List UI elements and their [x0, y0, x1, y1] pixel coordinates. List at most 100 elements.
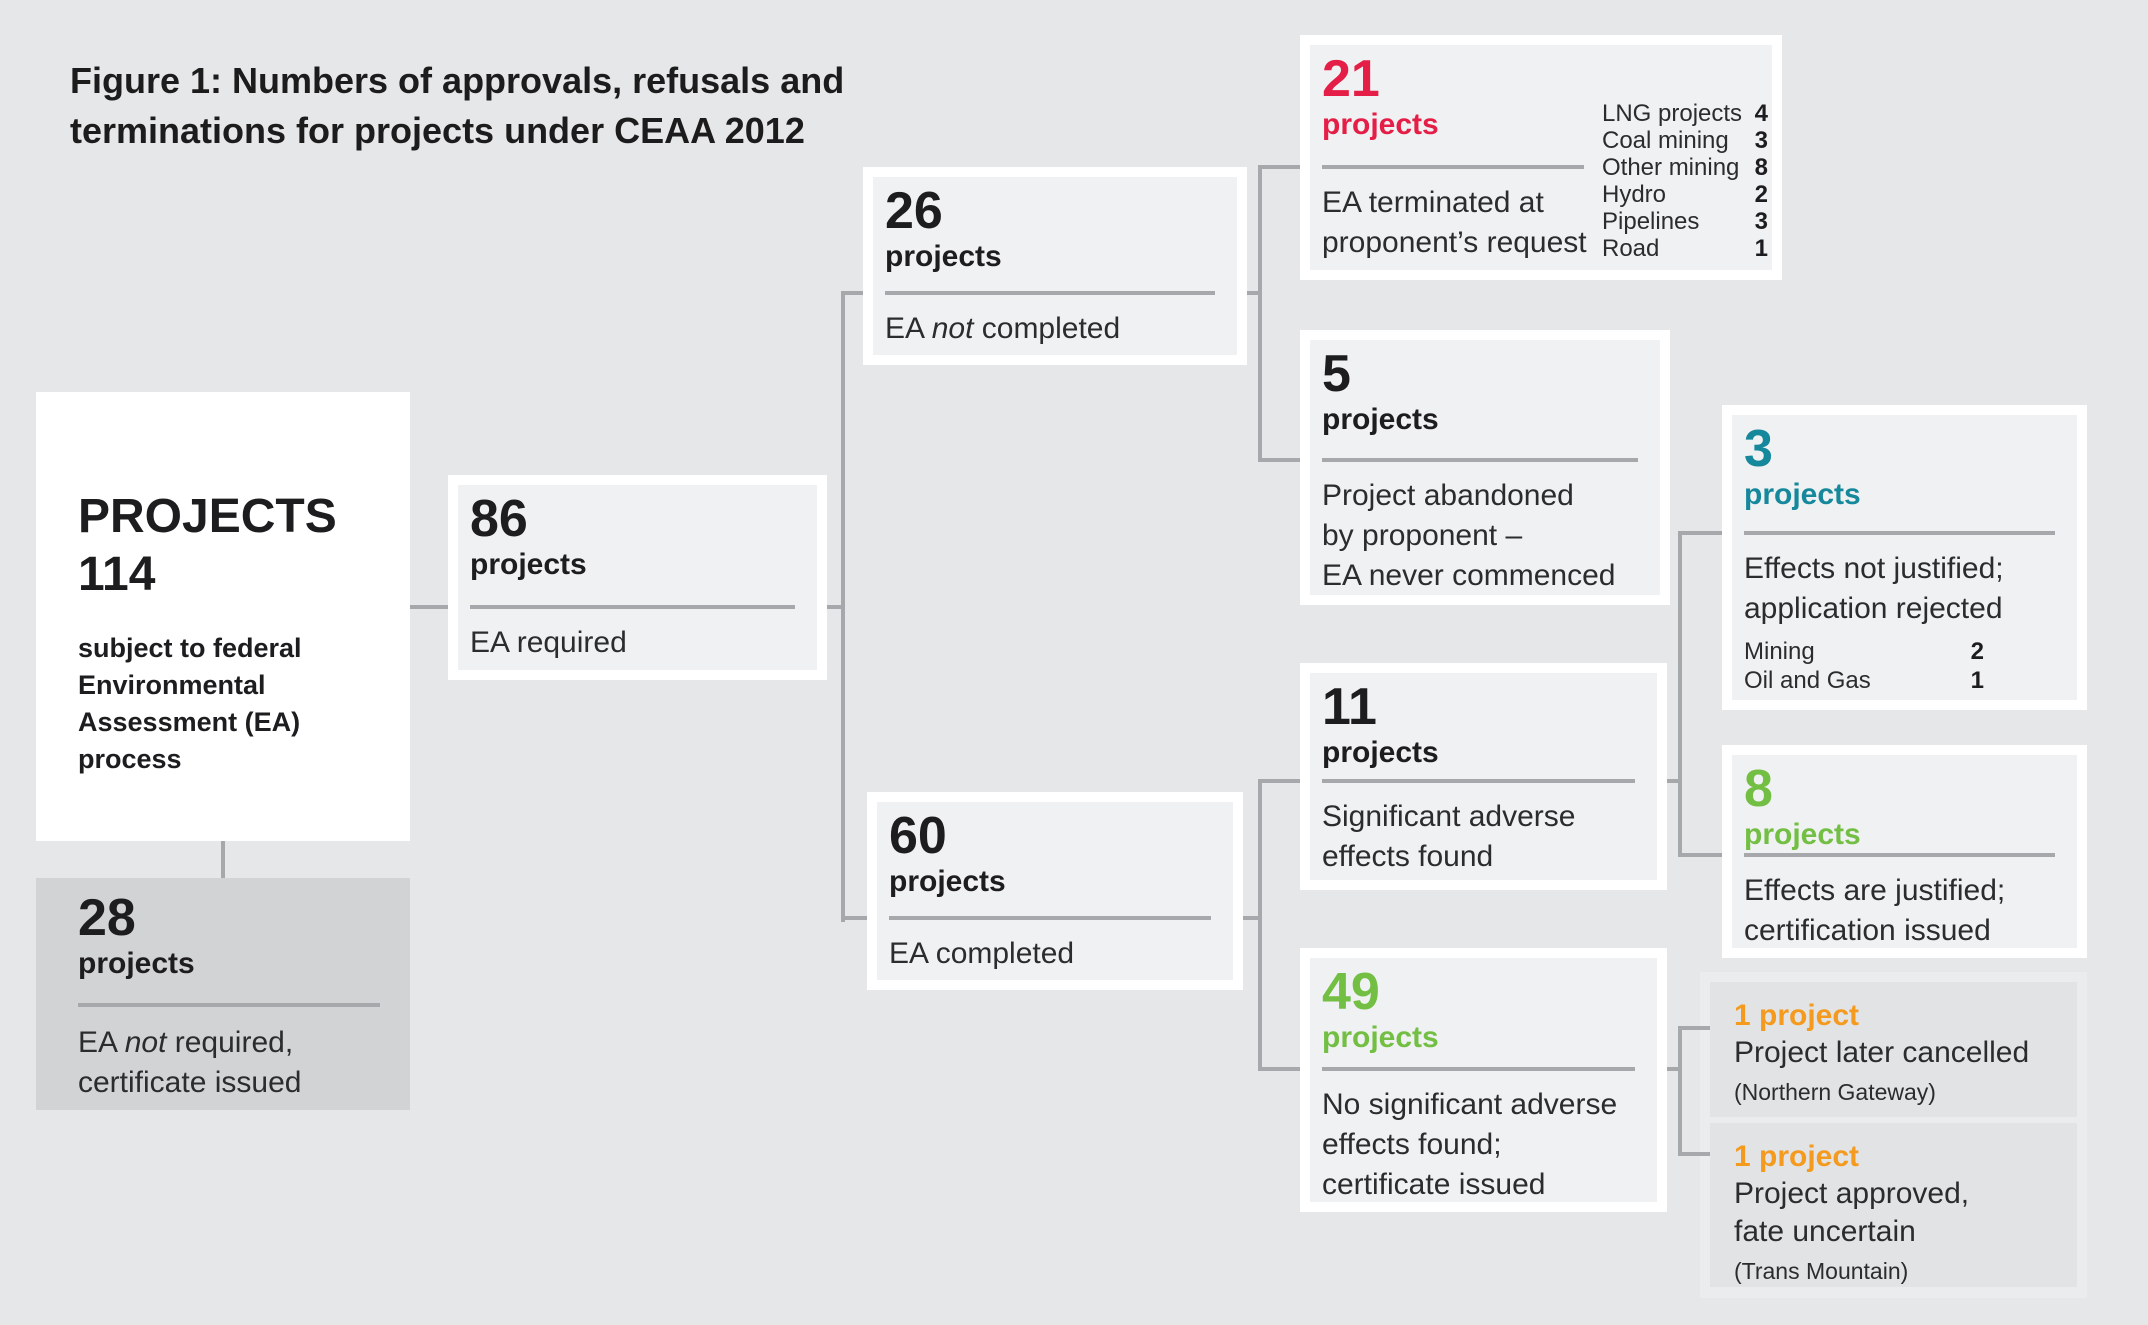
- description-line: fate uncertain: [1734, 1215, 1916, 1248]
- description: EA not required, certificate issued: [78, 1026, 302, 1099]
- connector-86-branch-vertical: [841, 291, 845, 922]
- count: 11: [1322, 678, 1377, 736]
- breakdown-row: Mining 2: [1744, 637, 1984, 666]
- count-label: 1 project: [1734, 999, 1860, 1032]
- projects-desc-line: Assessment (EA): [78, 707, 301, 737]
- divider: [889, 916, 1211, 920]
- project-name-note: (Trans Mountain): [1734, 1258, 1909, 1284]
- breakdown-label: LNG projects: [1602, 100, 1743, 127]
- breakdown-row: Other mining 8: [1602, 154, 1768, 181]
- description: Project approved, fate uncertain: [1734, 1175, 2059, 1251]
- count: 3: [1744, 420, 1773, 478]
- description-line: Project approved,: [1734, 1177, 1970, 1210]
- projects-desc-line: process: [78, 744, 182, 774]
- divider: [1744, 853, 2055, 857]
- breakdown-label: Mining: [1744, 638, 1815, 665]
- breakdown-value: 2: [1970, 638, 1984, 665]
- description-line: application rejected: [1744, 592, 2003, 625]
- divider: [78, 1003, 380, 1007]
- breakdown-value: 3: [1754, 127, 1768, 154]
- description-line: Effects not justified;: [1744, 552, 2004, 585]
- count: 28: [78, 889, 136, 947]
- count-label: 1 project: [1734, 1140, 1860, 1173]
- description-line: EA terminated at: [1322, 186, 1544, 219]
- breakdown-value: 4: [1754, 100, 1768, 127]
- breakdown-row: Oil and Gas 1: [1744, 666, 1984, 695]
- connector-projects-to-86: [410, 605, 448, 609]
- breakdown-row: Coal mining 3: [1602, 127, 1768, 154]
- unit-label: projects: [78, 947, 195, 980]
- breakdown-label: Other mining: [1602, 154, 1740, 181]
- node-ea-completed: 60 projects EA completed: [867, 792, 1243, 990]
- connector-26-branch-vertical: [1258, 165, 1262, 462]
- breakdown-value: 1: [1754, 235, 1768, 262]
- connector-branch-to-5: [1262, 458, 1300, 462]
- projects-desc-line: subject to federal: [78, 633, 302, 663]
- breakdown-row: LNG projects 4: [1602, 100, 1768, 127]
- breakdown-value: 2: [1754, 181, 1768, 208]
- connector-60-branch-vertical: [1258, 779, 1262, 1071]
- connector-projects-to-28: [221, 841, 225, 878]
- breakdown-label: Road: [1602, 235, 1660, 262]
- breakdown-row: Road 1: [1602, 235, 1768, 262]
- divider: [1322, 458, 1638, 462]
- connector-branch-to-11: [1262, 779, 1300, 783]
- description-line: proponent’s request: [1322, 226, 1587, 259]
- node-ea-not-required: 28 projects EA not required, certificate…: [36, 878, 410, 1110]
- unit-label: projects: [1744, 478, 1861, 511]
- breakdown-label: Pipelines: [1602, 208, 1700, 235]
- count: 60: [889, 807, 947, 865]
- count: 8: [1744, 760, 1773, 818]
- breakdown-label: Hydro: [1602, 181, 1667, 208]
- connector-branch-to-approved: [1682, 1152, 1710, 1156]
- description: EA terminated at proponent’s request: [1322, 183, 1602, 263]
- description-line: No significant adverse: [1322, 1088, 1618, 1121]
- description-line: Project abandoned: [1322, 479, 1574, 512]
- description: Project abandoned by proponent – EA neve…: [1322, 476, 1650, 596]
- node-ea-not-completed: 26 projects EA not completed: [863, 167, 1247, 365]
- breakdown-label: Oil and Gas: [1744, 667, 1871, 694]
- connector-11-branch-vertical: [1678, 531, 1682, 857]
- connector-branch-to-60: [845, 916, 867, 920]
- node-effects-not-justified: 3 projects Effects not justified; applic…: [1722, 405, 2087, 710]
- count: 5: [1322, 345, 1351, 403]
- description: EA required: [470, 626, 627, 659]
- node-significant-effects: 11 projects Significant adverse effects …: [1300, 663, 1667, 890]
- description-line: Effects are justified;: [1744, 874, 2006, 907]
- figure-title-line1: Figure 1: Numbers of approvals, refusals…: [70, 60, 845, 101]
- unit-label: projects: [885, 240, 1002, 273]
- description-line: effects found;: [1322, 1128, 1502, 1161]
- description: Effects not justified; application rejec…: [1744, 549, 2067, 629]
- description: EA completed: [889, 937, 1075, 970]
- projects-heading: PROJECTS: [78, 490, 337, 543]
- node-project-later-cancelled: 1 project Project later cancelled (North…: [1710, 982, 2077, 1117]
- breakdown-value: 3: [1754, 208, 1768, 235]
- sector-breakdown: Mining 2 Oil and Gas 1: [1744, 637, 1984, 695]
- node-effects-justified: 8 projects Effects are justified; certif…: [1722, 745, 2087, 958]
- description-line: by proponent –: [1322, 519, 1523, 552]
- breakdown-row: Hydro 2: [1602, 181, 1768, 208]
- figure-title-line2: terminations for projects under CEAA 201…: [70, 110, 805, 151]
- connector-branch-to-26: [845, 291, 863, 295]
- unit-label: projects: [889, 865, 1006, 898]
- description-line: effects found: [1322, 840, 1494, 873]
- divider: [470, 605, 795, 609]
- node-no-significant-effects: 49 projects No significant adverse effec…: [1300, 948, 1667, 1212]
- count: 49: [1322, 963, 1380, 1021]
- single-project-outcomes-group: 1 project Project later cancelled (North…: [1700, 972, 2087, 1298]
- unit-label: projects: [1322, 108, 1439, 141]
- breakdown-value: 8: [1754, 154, 1768, 181]
- count: 86: [470, 490, 528, 548]
- description: Project later cancelled: [1734, 1036, 2030, 1069]
- divider: [1322, 1067, 1635, 1071]
- figure-title: Figure 1: Numbers of approvals, refusals…: [70, 56, 844, 156]
- breakdown-value: 1: [1970, 667, 1984, 694]
- description: No significant adverse effects found; ce…: [1322, 1085, 1647, 1205]
- description: EA not completed: [885, 312, 1121, 345]
- connector-86-stub: [827, 605, 845, 609]
- unit-label: projects: [1322, 403, 1439, 436]
- divider: [885, 291, 1215, 295]
- divider: [1744, 531, 2055, 535]
- breakdown-row: Pipelines 3: [1602, 208, 1768, 235]
